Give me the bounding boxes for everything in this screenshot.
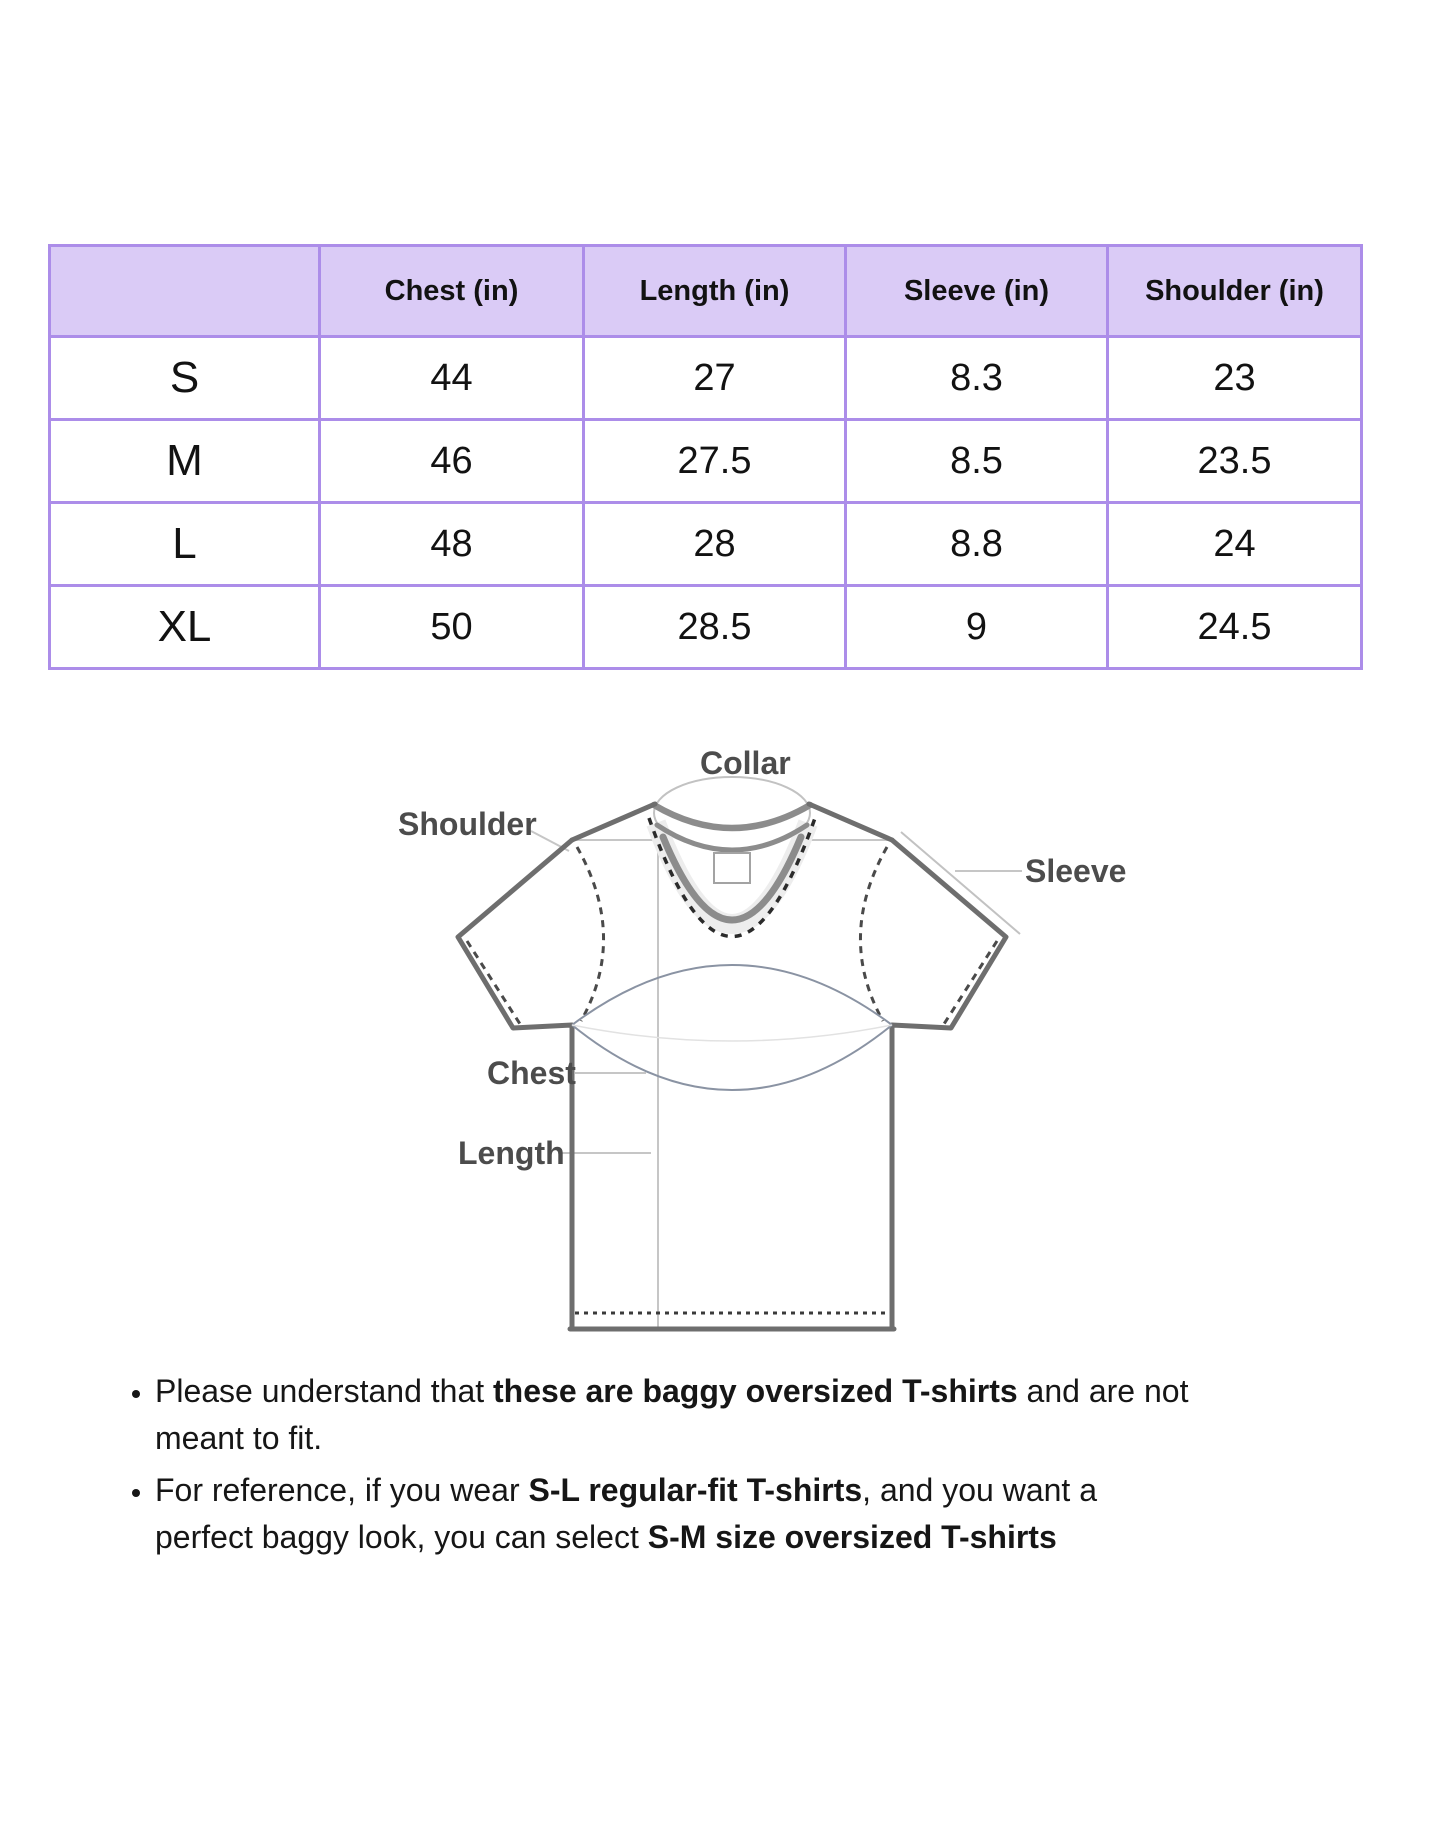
size-label-cell: S — [48, 335, 321, 421]
length-column-header: Length (in) — [582, 244, 847, 338]
size-chart-section: Chest (in) Length (in) Sleeve (in) Shoul… — [48, 244, 1363, 670]
sleeve-value-cell: 8.5 — [844, 418, 1109, 504]
size-label-cell: L — [48, 501, 321, 587]
note-text: perfect baggy look, you can select — [155, 1519, 648, 1555]
left-shoulder-seam — [569, 801, 658, 843]
note-text: and are not — [1017, 1373, 1189, 1409]
notes-list: Please understand that these are baggy o… — [90, 1368, 1240, 1561]
sleeve-value-cell: 8.3 — [844, 335, 1109, 421]
note-text: , and you want a — [862, 1472, 1097, 1508]
right-cuff-seam — [942, 940, 999, 1025]
left-sleeve-and-side — [455, 837, 575, 1332]
collar-band-outer — [650, 801, 814, 832]
size-label-cell: XL — [48, 584, 321, 670]
shoulder-value-cell: 24 — [1106, 501, 1363, 587]
right-sleeve-and-side — [889, 837, 1009, 1332]
note-text-bold: S-M size oversized T-shirts — [647, 1519, 1057, 1555]
size-chart-header-row: Chest (in) Length (in) Sleeve (in) Shoul… — [48, 244, 1363, 338]
neck-tag — [713, 852, 751, 884]
size-chart-body: S 44 27 8.3 23 M 46 27.5 8.5 23.5 L 48 28 8.8 24 XL 50 28… — [48, 335, 1363, 670]
size-chart-table: Chest (in) Length (in) Sleeve (in) Shoul… — [48, 244, 1363, 670]
sleeve-measure-line — [900, 831, 1021, 935]
table-row: L 48 28 8.8 24 — [48, 501, 1363, 587]
length-value-cell: 27.5 — [582, 418, 847, 504]
note-text: Please understand that — [155, 1373, 494, 1409]
collar-neckline — [659, 833, 805, 924]
shoulder-value-cell: 23 — [1106, 335, 1363, 421]
left-cuff-seam — [465, 940, 522, 1025]
chest-value-cell: 50 — [318, 584, 585, 670]
sleeve-label: Sleeve — [1025, 853, 1127, 889]
left-armhole-seam — [575, 846, 605, 1022]
chest-label: Chest — [487, 1055, 576, 1091]
shoulder-value-cell: 24.5 — [1106, 584, 1363, 670]
sleeve-value-cell: 9 — [844, 584, 1109, 670]
collar-label: Collar — [700, 745, 791, 781]
table-row: M 46 27.5 8.5 23.5 — [48, 418, 1363, 504]
right-armhole-seam — [859, 846, 889, 1022]
fit-notes-section: Please understand that these are baggy o… — [90, 1368, 1240, 1566]
note-item: Please understand that these are baggy o… — [155, 1368, 1240, 1462]
shoulder-label: Shoulder — [398, 806, 537, 842]
shoulder-column-header: Shoulder (in) — [1106, 244, 1363, 338]
collar-stitch-dashes — [647, 817, 817, 939]
shoulder-value-cell: 23.5 — [1106, 418, 1363, 504]
length-value-cell: 28.5 — [582, 584, 847, 670]
tshirt-measurement-diagram: Collar Shoulder Sleeve Chest Length — [370, 725, 1170, 1370]
note-text-bold: these are baggy oversized T-shirts — [493, 1373, 1018, 1409]
chest-ellipse-top — [571, 964, 893, 1026]
note-item: For reference, if you wear S-L regular-f… — [155, 1467, 1240, 1561]
length-label: Length — [458, 1135, 565, 1171]
right-shoulder-seam — [806, 801, 895, 843]
collar-band-inner — [654, 822, 810, 853]
note-text: meant to fit. — [155, 1420, 323, 1456]
size-label-cell: M — [48, 418, 321, 504]
chest-value-cell: 48 — [318, 501, 585, 587]
table-row: S 44 27 8.3 23 — [48, 335, 1363, 421]
note-text: For reference, if you wear — [155, 1472, 529, 1508]
chest-column-header: Chest (in) — [318, 244, 585, 338]
note-text-bold: S-L regular-fit T-shirts — [528, 1472, 863, 1508]
chest-value-cell: 44 — [318, 335, 585, 421]
chest-ellipse-bottom — [571, 1024, 893, 1091]
chest-value-cell: 46 — [318, 418, 585, 504]
length-value-cell: 27 — [582, 335, 847, 421]
table-row: XL 50 28.5 9 24.5 — [48, 584, 1363, 670]
sleeve-value-cell: 8.8 — [844, 501, 1109, 587]
tshirt-outline-drawing — [455, 776, 1022, 1332]
sleeve-column-header: Sleeve (in) — [844, 244, 1109, 338]
length-value-cell: 28 — [582, 501, 847, 587]
size-column-header-blank — [48, 244, 321, 338]
